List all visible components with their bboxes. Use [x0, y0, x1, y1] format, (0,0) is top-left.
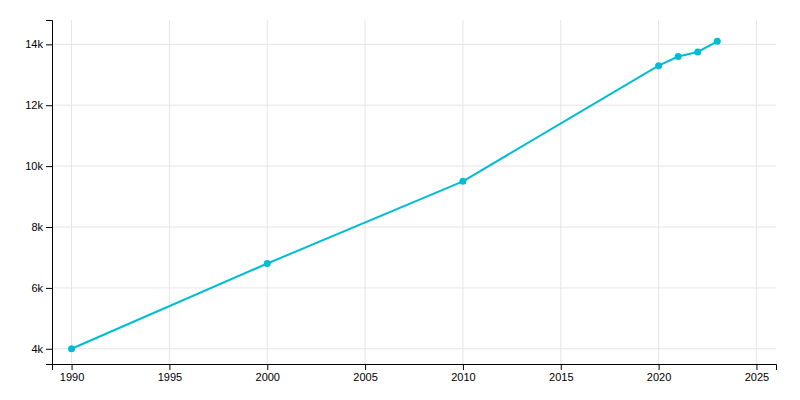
- tick-mark: [561, 364, 562, 370]
- tick-mark: [72, 364, 73, 370]
- tick-label: 14k: [25, 38, 43, 50]
- grid-line: [267, 20, 268, 364]
- tick-mark: [267, 364, 268, 370]
- marker: [694, 48, 701, 55]
- tick-mark: [46, 44, 52, 45]
- grid-line: [52, 227, 776, 228]
- tick: 12k: [25, 99, 52, 111]
- tick: 4k: [31, 343, 52, 355]
- grid-line: [52, 44, 776, 45]
- tick: 14k: [25, 38, 52, 50]
- plot-area: 1990 1995 2000 2005 2010 2015 2020 2025 4k 6k 8k 10…: [25, 20, 776, 383]
- tick-mark: [46, 227, 52, 228]
- grid-line: [658, 20, 659, 364]
- tick-label: 8k: [31, 221, 43, 233]
- line: [72, 41, 718, 348]
- tick-label: 12k: [25, 99, 43, 111]
- tick-label: 6k: [31, 282, 43, 294]
- marker: [459, 178, 466, 185]
- tick-mark: [169, 364, 170, 370]
- tick-label: 1995: [158, 371, 182, 383]
- tick: 2020: [647, 364, 671, 383]
- tick: 2025: [745, 364, 769, 383]
- tick-label: 10k: [25, 160, 43, 172]
- marker: [68, 345, 75, 352]
- tick-label: 2015: [549, 371, 573, 383]
- tick-label: 2005: [353, 371, 377, 383]
- tick-mark: [46, 105, 52, 106]
- tick: 2000: [256, 364, 280, 383]
- tick-label: 2025: [745, 371, 769, 383]
- tick-mark: [463, 364, 464, 370]
- tick-mark: [46, 166, 52, 167]
- grid: [52, 20, 776, 364]
- axis-line: [46, 21, 53, 365]
- series: [68, 38, 721, 352]
- grid-line: [52, 166, 776, 167]
- grid-line: [52, 287, 776, 288]
- tick-mark: [756, 364, 757, 370]
- marker: [264, 260, 271, 267]
- tick: 2010: [451, 364, 475, 383]
- grid-line: [756, 20, 757, 364]
- tick-mark: [46, 349, 52, 350]
- grid-line: [52, 105, 776, 106]
- tick-label: 2020: [647, 371, 671, 383]
- tick-mark: [46, 288, 52, 289]
- tick: 8k: [31, 221, 52, 233]
- grid-line: [71, 20, 72, 364]
- grid-line: [52, 348, 776, 349]
- grid-line: [462, 20, 463, 364]
- grid-line: [365, 20, 366, 364]
- tick: 10k: [25, 160, 52, 172]
- tick-label: 2000: [256, 371, 280, 383]
- grid-line: [169, 20, 170, 364]
- marker: [714, 38, 721, 45]
- axis-line: [53, 365, 777, 371]
- tick: 2005: [353, 364, 377, 383]
- marker: [655, 62, 662, 69]
- grid-line: [560, 20, 561, 364]
- tick-mark: [659, 364, 660, 370]
- tick-mark: [365, 364, 366, 370]
- chart: 1990 1995 2000 2005 2010 2015 2020 2025 4k 6k 8k 10…: [0, 0, 800, 400]
- tick: 1990: [60, 364, 84, 383]
- tick-label: 1990: [60, 371, 84, 383]
- marker: [675, 53, 682, 60]
- tick-label: 2010: [451, 371, 475, 383]
- tick-label: 4k: [31, 343, 43, 355]
- tick: 1995: [158, 364, 182, 383]
- tick: 2015: [549, 364, 573, 383]
- tick: 6k: [31, 282, 52, 294]
- x-axis: 1990 1995 2000 2005 2010 2015 2020 2025: [53, 364, 777, 383]
- y-axis: 4k 6k 8k 10k 12k 14k: [25, 21, 52, 365]
